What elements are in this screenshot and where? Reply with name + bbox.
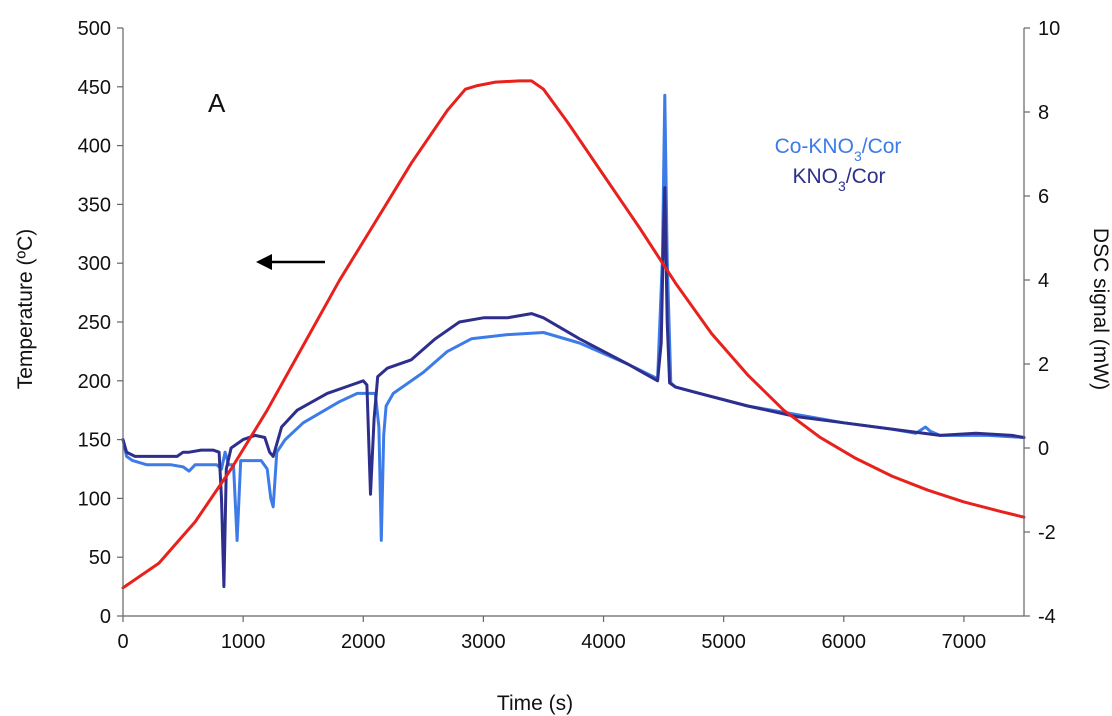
left-pointing-arrow bbox=[256, 254, 325, 270]
x-tick-label: 7000 bbox=[942, 631, 987, 653]
x-tick-label: 0 bbox=[117, 631, 128, 653]
y-right-tick-label: 0 bbox=[1038, 438, 1049, 460]
legend-entry-co-kno3-cor: Co-KNO3/Cor bbox=[775, 135, 902, 164]
panel-label: A bbox=[208, 88, 226, 118]
y-left-tick-label: 100 bbox=[78, 488, 111, 510]
kno3-cor-dsc-series-line bbox=[121, 186, 1026, 589]
y-left-tick-label: 50 bbox=[89, 547, 111, 569]
y-left-tick-label: 450 bbox=[78, 77, 111, 99]
legend-entry-kno3-cor: KNO3/Cor bbox=[793, 165, 886, 194]
y-left-tick-label: 500 bbox=[78, 18, 111, 40]
arrow-head bbox=[256, 254, 272, 270]
x-tick-label: 5000 bbox=[701, 631, 746, 653]
ticks: 0 1000 2000 3000 4000 5000 6000 700005010015020… bbox=[78, 18, 1061, 653]
y-right-tick-label: -2 bbox=[1038, 522, 1056, 544]
x-tick-label: 3000 bbox=[461, 631, 506, 653]
y-right-tick-label: 10 bbox=[1038, 18, 1060, 40]
x-tick-label: 4000 bbox=[581, 631, 626, 653]
y-left-tick-label: 350 bbox=[78, 194, 111, 216]
y-right-tick-label: 6 bbox=[1038, 186, 1049, 208]
y-left-tick-label: 400 bbox=[78, 136, 111, 158]
legend: Co-KNO3/Cor KNO3/Cor bbox=[775, 135, 902, 194]
y-left-tick-label: 300 bbox=[78, 253, 111, 275]
y-left-tick-label: 250 bbox=[78, 312, 111, 334]
y-axis-right-title: DSC signal (mW) bbox=[1089, 228, 1112, 390]
plot-lines bbox=[121, 79, 1026, 590]
y-left-tick-label: 0 bbox=[100, 606, 111, 628]
y-left-tick-label: 150 bbox=[78, 430, 111, 452]
axes bbox=[122, 28, 1025, 617]
y-right-tick-label: 2 bbox=[1038, 354, 1049, 376]
y-axis-left-title: Temperature (ºC) bbox=[14, 229, 37, 390]
temperature-series-line bbox=[121, 79, 1026, 590]
y-right-tick-label: 4 bbox=[1038, 270, 1049, 292]
x-tick-label: 1000 bbox=[221, 631, 266, 653]
x-axis-title: Time (s) bbox=[497, 692, 573, 715]
y-left-tick-label: 200 bbox=[78, 371, 111, 393]
x-tick-label: 2000 bbox=[341, 631, 386, 653]
y-right-tick-label: -4 bbox=[1038, 606, 1056, 628]
x-tick-label: 6000 bbox=[822, 631, 867, 653]
y-right-tick-label: 8 bbox=[1038, 102, 1049, 124]
